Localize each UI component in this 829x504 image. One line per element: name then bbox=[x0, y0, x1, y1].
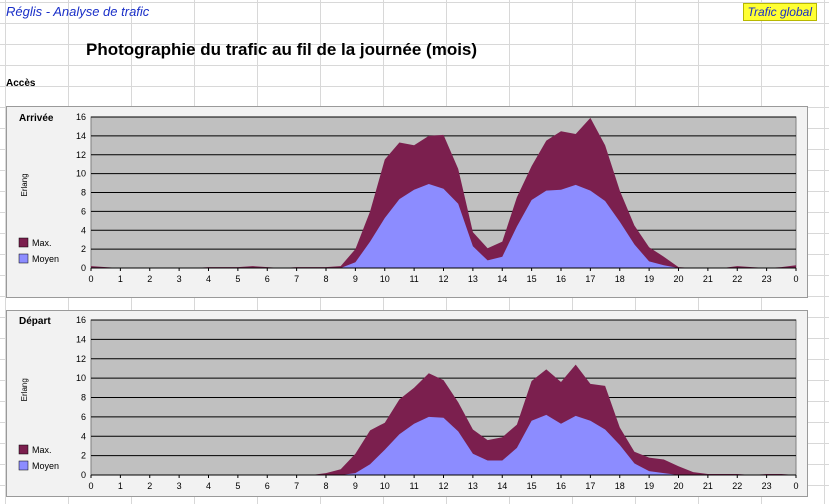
y-tick-label: 10 bbox=[76, 169, 86, 179]
y-tick-label: 4 bbox=[81, 431, 86, 441]
x-tick-label: 19 bbox=[644, 274, 654, 284]
x-tick-label: 18 bbox=[615, 274, 625, 284]
x-tick-label: 21 bbox=[703, 481, 713, 491]
y-tick-label: 16 bbox=[76, 315, 86, 325]
legend-label: Moyen bbox=[32, 461, 59, 471]
x-tick-label: 11 bbox=[409, 481, 418, 491]
x-tick-label: 21 bbox=[703, 274, 713, 284]
y-tick-label: 10 bbox=[76, 373, 86, 383]
y-tick-label: 12 bbox=[76, 150, 86, 160]
y-tick-label: 16 bbox=[76, 112, 86, 122]
x-tick-label: 1 bbox=[118, 274, 123, 284]
x-tick-label: 0 bbox=[88, 274, 93, 284]
y-tick-label: 0 bbox=[81, 263, 86, 273]
x-tick-label: 0 bbox=[793, 274, 798, 284]
y-tick-label: 8 bbox=[81, 393, 86, 403]
y-tick-label: 6 bbox=[81, 412, 86, 422]
series-moyen-area bbox=[91, 184, 796, 268]
x-tick-label: 22 bbox=[732, 274, 742, 284]
x-tick-label: 16 bbox=[556, 274, 566, 284]
x-tick-label: 8 bbox=[323, 481, 328, 491]
x-tick-label: 4 bbox=[206, 481, 211, 491]
x-tick-label: 18 bbox=[615, 481, 625, 491]
section-label-acces: Accès bbox=[6, 78, 36, 89]
x-tick-label: 23 bbox=[762, 481, 772, 491]
legend-swatch bbox=[18, 460, 29, 471]
series-moyen-area bbox=[91, 414, 796, 475]
x-tick-label: 8 bbox=[323, 274, 328, 284]
y-tick-label: 8 bbox=[81, 188, 86, 198]
y-tick-label: 14 bbox=[76, 131, 86, 141]
x-tick-label: 12 bbox=[438, 481, 448, 491]
y-tick-label: 4 bbox=[81, 225, 86, 235]
x-tick-label: 5 bbox=[235, 274, 240, 284]
chart-title: Arrivée bbox=[19, 113, 54, 124]
x-tick-label: 0 bbox=[88, 481, 93, 491]
y-axis-label: Erlang bbox=[20, 173, 29, 196]
x-tick-label: 17 bbox=[585, 481, 595, 491]
x-tick-label: 16 bbox=[556, 481, 566, 491]
x-tick-label: 20 bbox=[673, 274, 683, 284]
legend-swatch bbox=[18, 444, 29, 455]
x-tick-label: 7 bbox=[294, 274, 299, 284]
x-tick-label: 6 bbox=[265, 481, 270, 491]
legend-label: Moyen bbox=[32, 254, 59, 264]
x-tick-label: 15 bbox=[527, 481, 537, 491]
x-tick-label: 13 bbox=[468, 274, 478, 284]
legend-swatch bbox=[18, 253, 29, 264]
y-axis-label: Erlang bbox=[20, 378, 29, 401]
x-tick-label: 10 bbox=[380, 274, 390, 284]
x-tick-label: 20 bbox=[673, 481, 683, 491]
x-tick-label: 12 bbox=[438, 274, 448, 284]
x-tick-label: 4 bbox=[206, 274, 211, 284]
legend-swatch bbox=[18, 237, 29, 248]
y-tick-label: 2 bbox=[81, 244, 86, 254]
app-title: Réglis - Analyse de trafic bbox=[6, 4, 150, 19]
x-tick-label: 9 bbox=[353, 481, 358, 491]
x-tick-label: 3 bbox=[177, 274, 182, 284]
legend-label: Max. bbox=[32, 238, 52, 248]
x-tick-label: 13 bbox=[468, 481, 478, 491]
trafic-global-badge[interactable]: Trafic global bbox=[742, 3, 817, 21]
x-tick-label: 19 bbox=[644, 481, 654, 491]
x-tick-label: 23 bbox=[762, 274, 772, 284]
legend-label: Max. bbox=[32, 445, 52, 455]
chart-title: Départ bbox=[19, 316, 51, 327]
x-tick-label: 14 bbox=[497, 274, 507, 284]
chart-arrivee[interactable]: Arrivée 0 2 4 6 8 10 12 14 16 0 1 2 3 4 5 6 7 8 9 10 11 12 13 14… bbox=[6, 106, 808, 298]
x-tick-label: 2 bbox=[147, 481, 152, 491]
x-tick-label: 1 bbox=[118, 481, 123, 491]
x-tick-label: 6 bbox=[265, 274, 270, 284]
x-tick-label: 5 bbox=[235, 481, 240, 491]
x-tick-label: 15 bbox=[527, 274, 537, 284]
y-tick-label: 6 bbox=[81, 206, 86, 216]
x-tick-label: 22 bbox=[732, 481, 742, 491]
y-tick-label: 2 bbox=[81, 451, 86, 461]
page-title: Photographie du trafic au fil de la jour… bbox=[86, 40, 478, 59]
x-tick-label: 0 bbox=[793, 481, 798, 491]
x-tick-label: 10 bbox=[380, 481, 390, 491]
x-tick-label: 14 bbox=[497, 481, 507, 491]
x-tick-label: 7 bbox=[294, 481, 299, 491]
chart-depart[interactable]: Départ 0 2 4 6 8 10 12 14 16 0 1 2 3 4 5 6 7 8 9 10 11 12 13 14 1… bbox=[6, 310, 808, 497]
x-tick-label: 17 bbox=[585, 274, 595, 284]
x-tick-label: 2 bbox=[147, 274, 152, 284]
y-tick-label: 14 bbox=[76, 334, 86, 344]
x-tick-label: 3 bbox=[177, 481, 182, 491]
x-tick-label: 9 bbox=[353, 274, 358, 284]
y-tick-label: 12 bbox=[76, 354, 86, 364]
x-tick-label: 11 bbox=[409, 274, 418, 284]
y-tick-label: 0 bbox=[81, 470, 86, 480]
